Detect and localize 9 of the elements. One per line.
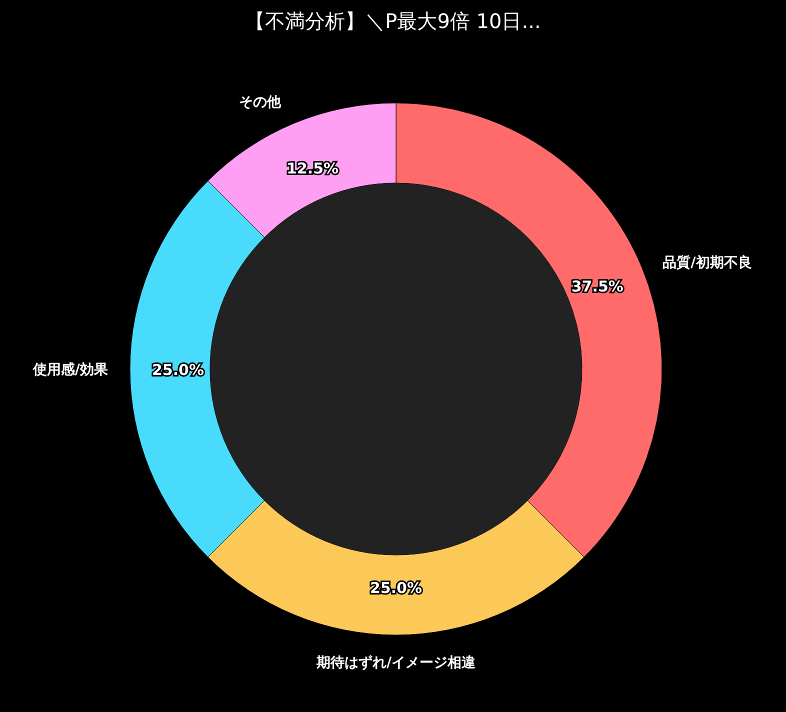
data-label: 12.5% <box>286 160 339 178</box>
slice-label: 使用感/効果 <box>32 362 109 378</box>
chart-title: 【不満分析】＼P最大9倍 10日... <box>245 9 541 33</box>
data-label: 25.0% <box>370 579 422 597</box>
slice-label: 期待はずれ/イメージ相違 <box>315 655 477 671</box>
slice-label: 品質/初期不良 <box>662 254 752 271</box>
slice-label: その他 <box>238 94 282 110</box>
data-label: 37.5% <box>571 278 624 296</box>
data-label: 25.0% <box>152 361 204 379</box>
